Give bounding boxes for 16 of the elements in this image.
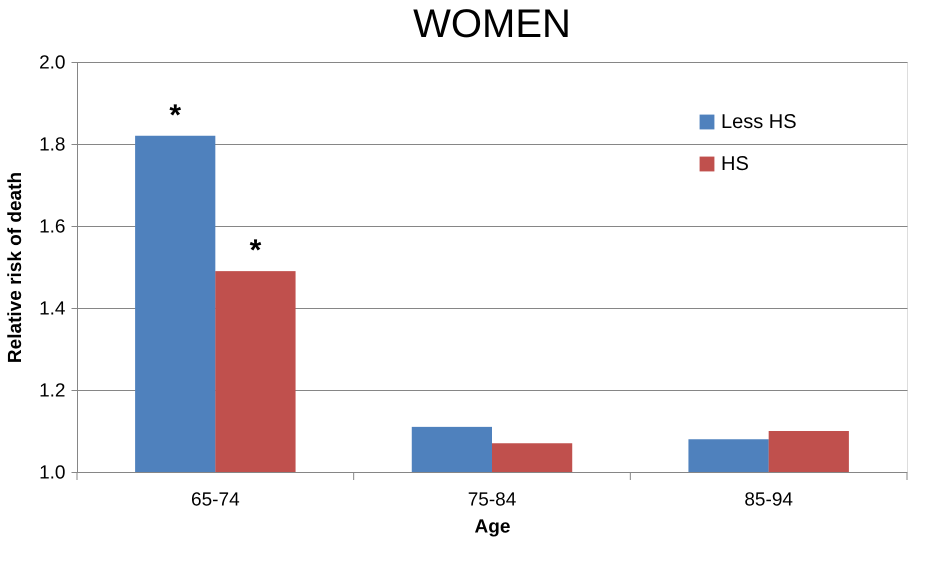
y-tick-label: 1.2 bbox=[39, 380, 66, 402]
y-tick-label: 1.8 bbox=[39, 134, 66, 156]
chart-title: WOMEN bbox=[413, 2, 571, 46]
y-tick-label: 1.6 bbox=[39, 216, 66, 238]
y-tick-label: 1.4 bbox=[39, 298, 66, 320]
x-axis-title: Age bbox=[474, 516, 510, 538]
annotation: * bbox=[169, 98, 182, 132]
legend-label: HS bbox=[721, 153, 749, 175]
x-tick-label: 75-84 bbox=[468, 490, 517, 510]
y-tick-label: 1.0 bbox=[39, 462, 66, 484]
annotation: * bbox=[250, 234, 262, 268]
x-tick-label: 65-74 bbox=[191, 490, 240, 510]
y-tick-label: 2.0 bbox=[39, 52, 66, 74]
legend-label: Less HS bbox=[721, 111, 797, 133]
y-axis-title: Relative risk of death bbox=[5, 172, 26, 364]
x-tick-label: 85-94 bbox=[744, 490, 794, 510]
